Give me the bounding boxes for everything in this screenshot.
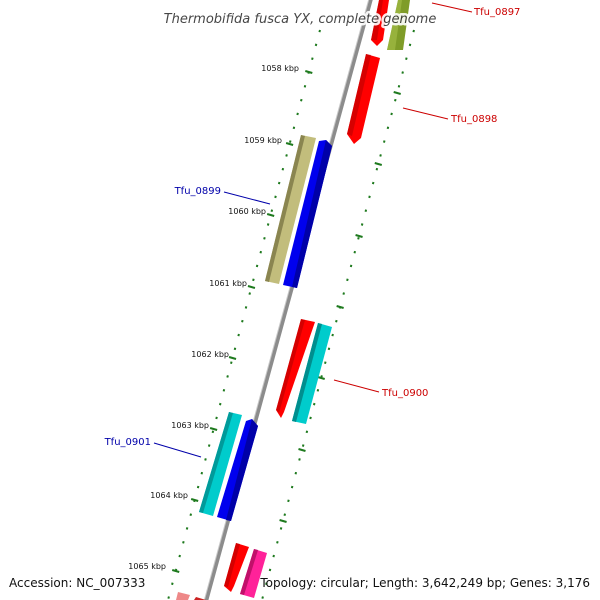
gene-label-tfu-0900[interactable]: Tfu_0900 (381, 388, 428, 399)
gene-feature-tfu-0901-cyan[interactable] (199, 412, 242, 516)
genome-summary-text: Topology: circular; Length: 3,642,249 bp… (259, 576, 590, 590)
gene-feature-khaki (265, 135, 316, 284)
gene-label-tfu-0899[interactable]: Tfu_0899 (174, 186, 221, 197)
gene-feature-tfu-0900-cyan[interactable] (292, 323, 332, 424)
kbp-tick-labels: 1058 kbp 1059 kbp 1060 kbp 1061 kbp 1062… (128, 64, 299, 571)
map-title: Thermobifida fusca YX, complete genome (164, 12, 437, 27)
accession-text: Accession: NC_007333 (9, 576, 145, 590)
gene-feature-bottom-pink[interactable] (240, 549, 267, 598)
gene-feature-tfu-0897[interactable] (371, 0, 410, 50)
tick-label-1060: 1060 kbp (228, 207, 266, 216)
gene-label-leaders (153, 2, 473, 458)
gene-labels: Tfu_0897 Tfu_0898 Tfu_0899 Tfu_0900 Tfu_… (104, 7, 521, 448)
tick-label-1062: 1062 kbp (191, 350, 229, 359)
tick-label-1061: 1061 kbp (209, 279, 247, 288)
gene-feature-tfu-0900-red[interactable] (276, 319, 315, 418)
tick-label-1059: 1059 kbp (244, 136, 282, 145)
tick-label-1063: 1063 kbp (171, 421, 209, 430)
gene-feature-tfu-0898[interactable] (347, 54, 380, 144)
tick-label-1058: 1058 kbp (261, 64, 299, 73)
tick-label-1064: 1064 kbp (150, 491, 188, 500)
gene-feature-bottom-red[interactable] (224, 543, 249, 592)
gene-feature-tfu-0899[interactable] (283, 140, 332, 288)
gene-label-tfu-0898[interactable]: Tfu_0898 (450, 114, 497, 125)
right-tick-track (261, 29, 415, 599)
gene-label-tfu-0901[interactable]: Tfu_0901 (104, 437, 151, 448)
gene-feature-tfu-0901-blue[interactable] (217, 419, 258, 521)
gene-feature-bottom-salmon[interactable] (176, 592, 206, 600)
tick-label-1065: 1065 kbp (128, 562, 166, 571)
gene-label-tfu-0897[interactable]: Tfu_0897 (473, 7, 520, 18)
left-tick-track (167, 29, 321, 599)
